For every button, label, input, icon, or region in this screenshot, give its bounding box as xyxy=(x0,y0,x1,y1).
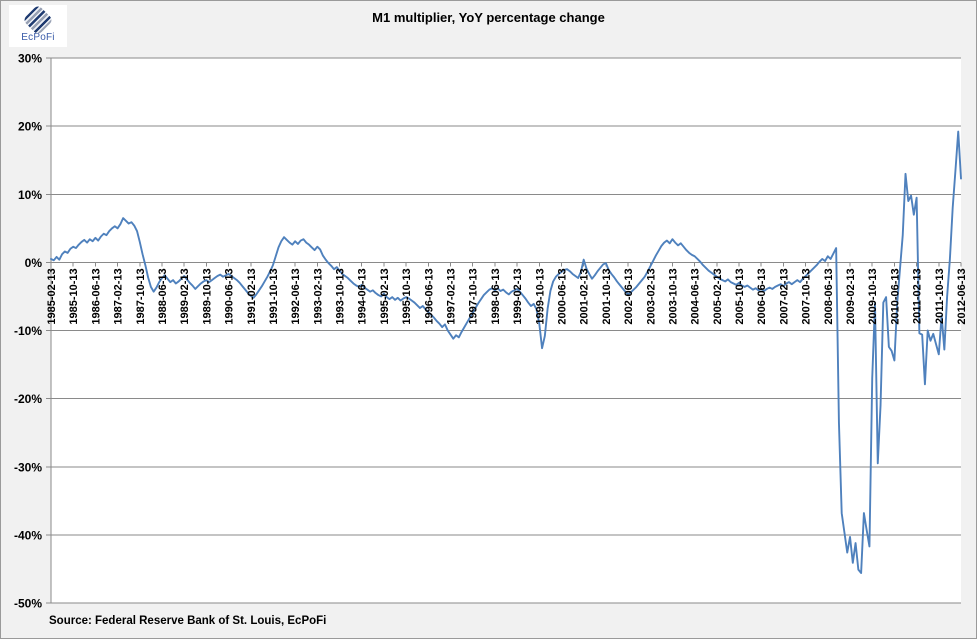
y-axis-tick-label: -10% xyxy=(14,324,42,338)
x-axis-tick-label: 1997-10-13 xyxy=(468,268,480,324)
x-axis-tick-label: 1985-02-13 xyxy=(46,268,58,324)
x-axis-tick-label: 2000-06-13 xyxy=(556,268,568,324)
x-axis-tick-label: 2005-02-13 xyxy=(712,268,724,324)
ecpofi-logo: EcPoFi xyxy=(9,4,67,47)
x-axis-tick-label: 1991-10-13 xyxy=(268,268,280,324)
x-axis-tick-label: 1996-06-13 xyxy=(423,268,435,324)
x-axis-tick-label: 2010-06-13 xyxy=(889,268,901,324)
x-axis-tick-label: 2009-10-13 xyxy=(867,268,879,324)
x-axis-tick-label: 1997-02-13 xyxy=(446,268,458,324)
x-axis-tick-label: 2012-06-13 xyxy=(956,268,968,324)
x-axis-tick-label: 1991-02-13 xyxy=(246,268,258,324)
x-axis-tick-label: 1992-06-13 xyxy=(290,268,302,324)
x-axis-tick-label: 2005-10-13 xyxy=(734,268,746,324)
x-axis-tick-label: 2007-10-13 xyxy=(801,268,813,324)
x-axis-tick-label: 1988-06-13 xyxy=(157,268,169,324)
x-axis-tick-label: 1989-10-13 xyxy=(201,268,213,324)
x-axis-tick-label: 1993-02-13 xyxy=(312,268,324,324)
x-axis-tick-label: 1993-10-13 xyxy=(335,268,347,324)
y-axis-tick-label: -40% xyxy=(14,528,42,542)
x-axis-tick-label: 1986-06-13 xyxy=(90,268,102,324)
series-line xyxy=(50,130,962,574)
x-axis-tick-label: 1998-06-13 xyxy=(490,268,502,324)
x-axis-tick-label: 1995-10-13 xyxy=(401,268,413,324)
y-axis-tick-label: 30% xyxy=(18,52,42,66)
y-axis-tick-label: -20% xyxy=(14,392,42,406)
y-axis-tick-label: 10% xyxy=(18,188,42,202)
x-axis-tick-label: 2001-10-13 xyxy=(601,268,613,324)
x-axis-tick-label: 2008-06-13 xyxy=(823,268,835,324)
source-note: Source: Federal Reserve Bank of St. Loui… xyxy=(49,615,327,627)
x-axis-tick-label: 2011-02-13 xyxy=(912,268,924,324)
x-axis-tick-label: 2003-02-13 xyxy=(645,268,657,324)
x-axis-tick-label: 2004-06-13 xyxy=(690,268,702,324)
x-axis-tick-label: 1989-02-13 xyxy=(179,268,191,324)
y-axis-tick-label: -30% xyxy=(14,460,42,474)
x-axis-tick-label: 2001-02-13 xyxy=(579,268,591,324)
x-axis-tick-label: 2003-10-13 xyxy=(667,268,679,324)
y-axis-tick-label: -50% xyxy=(14,597,42,611)
ecpofi-logo-label: EcPoFi xyxy=(21,32,55,43)
x-axis-tick-label: 1990-06-13 xyxy=(224,268,236,324)
x-axis-tick-label: 1999-02-13 xyxy=(512,268,524,324)
x-axis-tick-label: 2009-02-13 xyxy=(845,268,857,324)
x-axis-tick-label: 2011-10-13 xyxy=(934,268,946,324)
x-axis-tick-label: 1987-02-13 xyxy=(113,268,125,324)
x-axis-tick-label: 1994-06-13 xyxy=(357,268,369,324)
x-axis-tick-label: 2006-06-13 xyxy=(756,268,768,324)
x-axis-tick-label: 2007-02-13 xyxy=(778,268,790,324)
x-axis-tick-label: 1987-10-13 xyxy=(135,268,147,324)
y-axis-tick-label: 0% xyxy=(25,256,43,270)
x-axis-tick-label: 1985-10-13 xyxy=(68,268,80,324)
x-axis-tick-label: 1995-02-13 xyxy=(379,268,391,324)
x-axis-tick-label: 1999-10-13 xyxy=(534,268,546,324)
x-axis-tick-label: 2002-06-13 xyxy=(623,268,635,324)
page-title: M1 multiplier, YoY percentage change xyxy=(372,10,605,25)
y-axis-tick-label: 20% xyxy=(18,120,42,134)
